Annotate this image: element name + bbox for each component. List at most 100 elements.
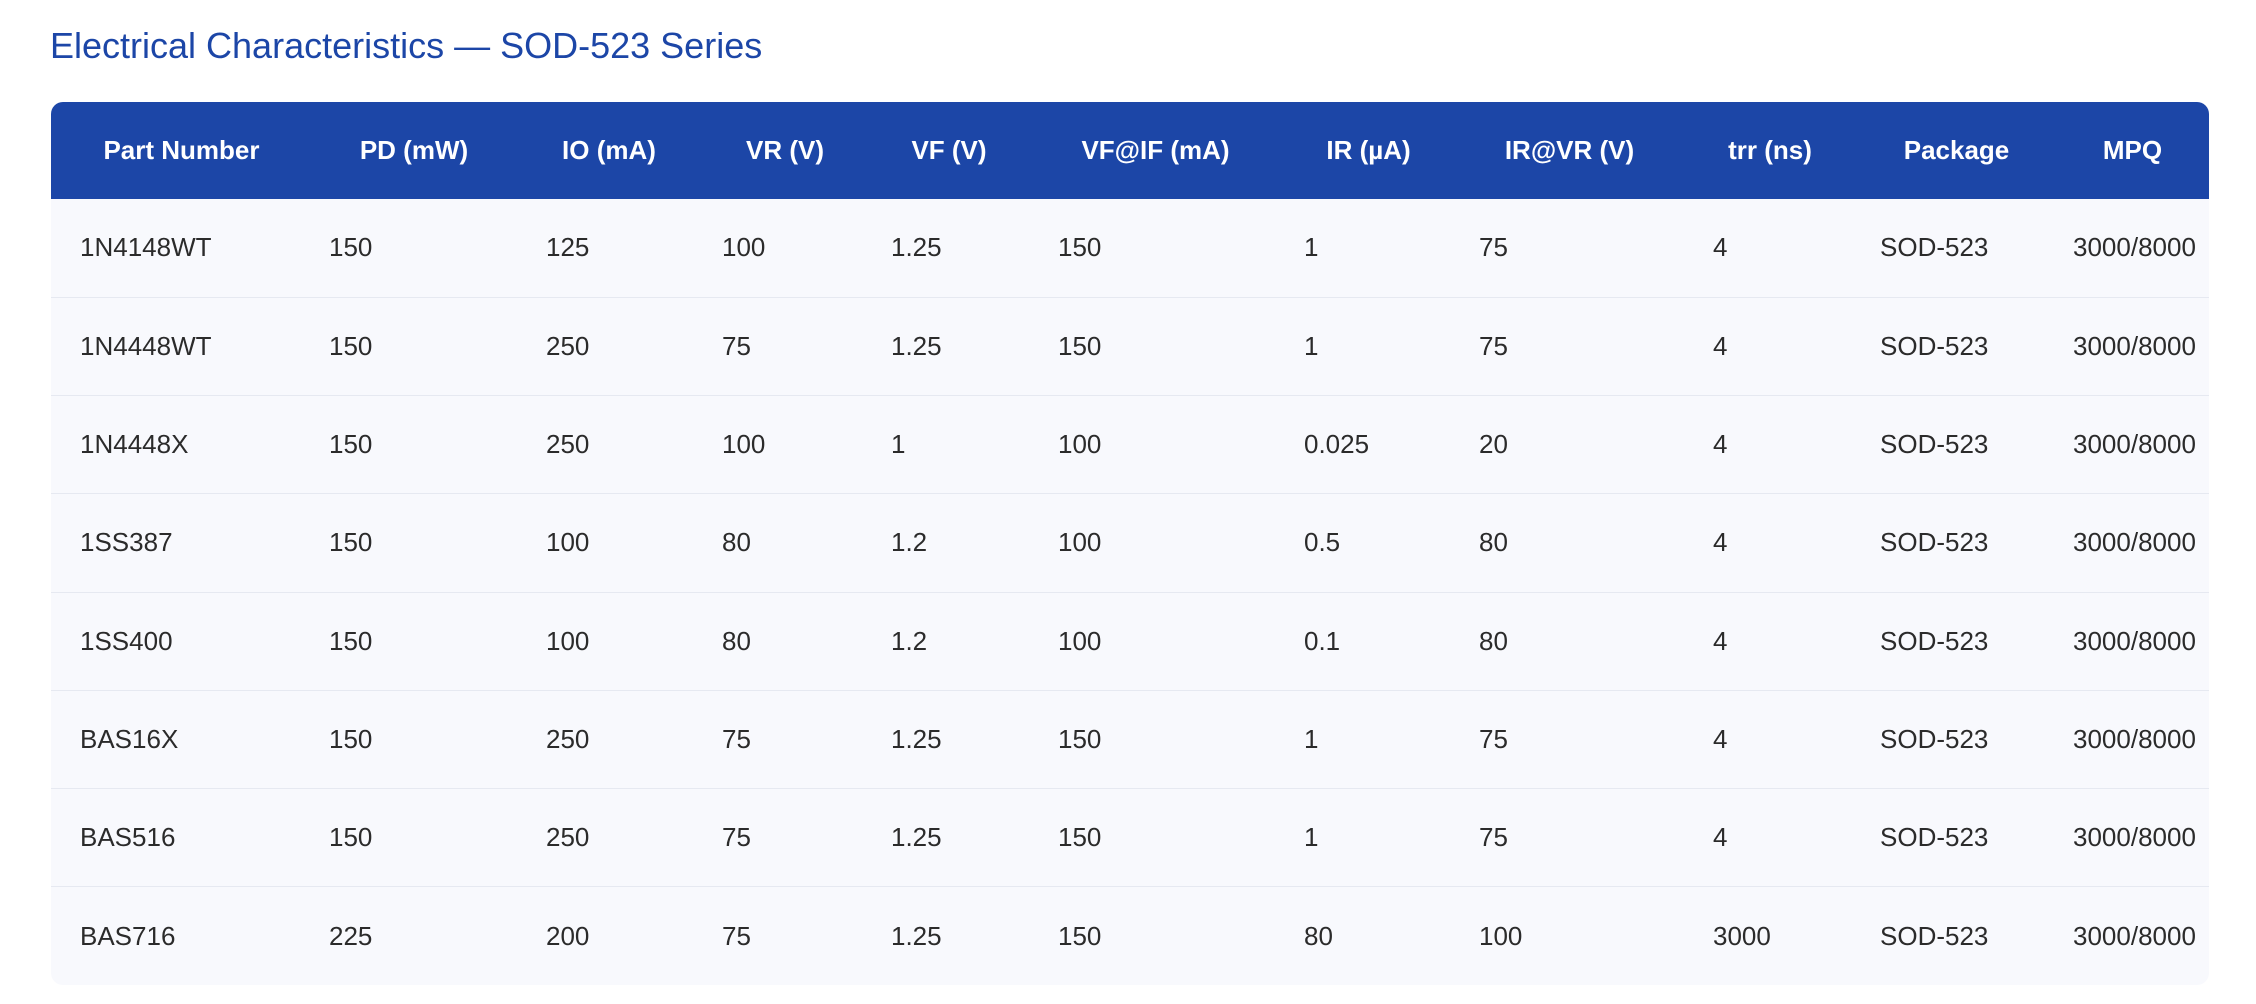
cell-trr: 3000 [1683, 886, 1857, 985]
cell-pd: 150 [312, 787, 516, 887]
cell-mpq: 3000/8000 [2056, 296, 2209, 396]
characteristics-table: Part Number PD (mW) IO (mA) VR (V) VF (V) VF@… [51, 102, 2209, 985]
column-header-vf-at-if: VF@IF (mA) [1081, 135, 1230, 165]
characteristics-table-container: Part Number PD (mW) IO (mA) VR (V) VF (V) VF@… [51, 102, 2209, 985]
cell-mpq: 3000/8000 [2073, 232, 2196, 263]
cell-vf-at-if: 150 [1030, 296, 1281, 396]
cell-vf: 1.2 [868, 493, 1030, 592]
cell-vr: 75 [702, 886, 868, 985]
cell-ir-at-vr: 100 [1456, 886, 1683, 985]
cell-trr: 4 [1683, 493, 1857, 592]
cell-trr: 4 [1683, 689, 1857, 789]
cell-trr: 4 [1683, 591, 1857, 691]
table-row: BAS516 150 250 75 1.25 150 1 75 4 SOD-523 3000/800… [51, 787, 2209, 887]
cell-package: SOD-523 [1857, 787, 2056, 887]
cell-ir: 0.5 [1281, 493, 1456, 592]
cell-package: SOD-523 [1857, 296, 2056, 396]
cell-vr: 80 [702, 493, 868, 592]
cell-package: SOD-523 [1880, 232, 1989, 263]
table-header-row: Part Number PD (mW) IO (mA) VR (V) VF (V) VF@… [51, 102, 2209, 199]
cell-ir: 1 [1304, 232, 1319, 263]
cell-pd: 150 [312, 591, 516, 691]
cell-vf: 1.25 [868, 689, 1030, 789]
cell-vr: 100 [702, 394, 868, 494]
cell-package: SOD-523 [1857, 689, 2056, 789]
cell-ir-at-vr: 75 [1479, 232, 1508, 263]
column-header-pd: PD (mW) [359, 135, 469, 165]
cell-ir: 1 [1281, 787, 1456, 887]
table-row: 1N4448WT 150 250 75 1.25 150 1 75 4 SOD-523 3000/8… [51, 296, 2209, 396]
table-row: 1SS387 150 100 80 1.2 100 0.5 80 4 SOD-523 3000/80… [51, 493, 2209, 592]
cell-vf-at-if: 150 [1030, 689, 1281, 789]
cell-trr: 4 [1683, 296, 1857, 396]
cell-io: 100 [516, 591, 702, 691]
table-row: 1N4148WT 150 125 100 1.25 150 1 75 4 SOD-523 3000/… [51, 199, 2209, 297]
cell-trr: 4 [1683, 787, 1857, 887]
cell-ir-at-vr: 80 [1456, 493, 1683, 592]
cell-vf: 1.2 [868, 591, 1030, 691]
cell-vr: 75 [702, 296, 868, 396]
cell-io: 250 [516, 787, 702, 887]
column-header-part-number: Part Number [103, 135, 260, 165]
cell-io: 250 [516, 296, 702, 396]
cell-io: 125 [546, 232, 590, 263]
cell-ir-at-vr: 20 [1456, 394, 1683, 494]
cell-ir-at-vr: 75 [1456, 689, 1683, 789]
table-row: BAS16X 150 250 75 1.25 150 1 75 4 SOD-523 3000/800… [51, 689, 2209, 789]
cell-io: 100 [516, 493, 702, 592]
cell-pd: 150 [329, 232, 373, 263]
cell-vf-at-if: 150 [1030, 886, 1281, 985]
cell-vf: 1.25 [868, 886, 1030, 985]
cell-mpq: 3000/8000 [2056, 394, 2209, 494]
cell-vr: 100 [722, 232, 766, 263]
cell-ir: 1 [1281, 689, 1456, 789]
cell-ir-at-vr: 80 [1456, 591, 1683, 691]
column-header-package: Package [1903, 135, 2010, 165]
cell-vf: 1.25 [868, 787, 1030, 887]
cell-vf-at-if: 150 [1030, 787, 1281, 887]
cell-io: 250 [516, 689, 702, 789]
cell-part-number: 1N4448WT [51, 296, 312, 396]
cell-vr: 80 [702, 591, 868, 691]
page-title: Electrical Characteristics — SOD-523 Ser… [50, 25, 763, 66]
cell-mpq: 3000/8000 [2056, 591, 2209, 691]
cell-ir-at-vr: 75 [1456, 296, 1683, 396]
cell-ir: 0.1 [1281, 591, 1456, 691]
column-header-ir-at-vr: IR@VR (V) [1504, 135, 1635, 165]
cell-vr: 75 [702, 689, 868, 789]
cell-package: SOD-523 [1857, 394, 2056, 494]
cell-vf-at-if: 100 [1030, 493, 1281, 592]
cell-package: SOD-523 [1857, 591, 2056, 691]
cell-vr: 75 [702, 787, 868, 887]
table-row: BAS716 225 200 75 1.25 150 80 100 3000 SOD-523 300… [51, 886, 2209, 985]
cell-io: 200 [516, 886, 702, 985]
cell-package: SOD-523 [1857, 493, 2056, 592]
column-header-trr: trr (ns) [1728, 135, 1812, 165]
cell-pd: 150 [312, 689, 516, 789]
cell-trr: 4 [1713, 232, 1728, 263]
cell-part-number: 1SS387 [51, 493, 312, 592]
cell-mpq: 3000/8000 [2056, 689, 2209, 789]
cell-vf: 1.25 [891, 232, 942, 263]
cell-ir-at-vr: 75 [1456, 787, 1683, 887]
cell-pd: 150 [312, 493, 516, 592]
cell-package: SOD-523 [1857, 886, 2056, 985]
cell-pd: 150 [312, 394, 516, 494]
cell-part-number: 1SS400 [51, 591, 312, 691]
cell-mpq: 3000/8000 [2056, 787, 2209, 887]
cell-ir: 1 [1281, 296, 1456, 396]
column-header-io: IO (mA) [562, 135, 656, 165]
cell-vf: 1 [868, 394, 1030, 494]
cell-part-number: 1N4448X [51, 394, 312, 494]
table-row: 1SS400 150 100 80 1.2 100 0.1 80 4 SOD-523 3000/80… [51, 591, 2209, 691]
cell-ir: 80 [1281, 886, 1456, 985]
cell-vf-at-if: 100 [1030, 394, 1281, 494]
cell-vf-at-if: 150 [1058, 232, 1102, 263]
cell-part-number: BAS16X [51, 689, 312, 789]
column-header-vr: VR (V) [746, 135, 824, 165]
cell-mpq: 3000/8000 [2056, 493, 2209, 592]
cell-part-number: BAS716 [51, 886, 312, 985]
cell-io: 250 [516, 394, 702, 494]
cell-pd: 150 [312, 296, 516, 396]
cell-vf-at-if: 100 [1030, 591, 1281, 691]
